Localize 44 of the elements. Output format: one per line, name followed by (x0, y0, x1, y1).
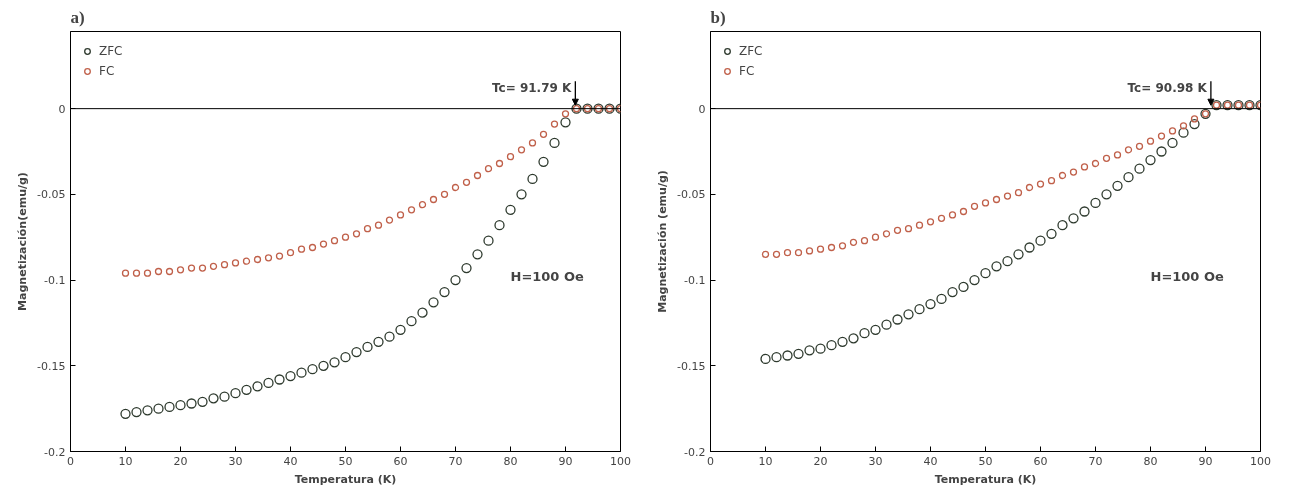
x-tick-label: 40 (923, 454, 938, 468)
x-tick-label: 20 (173, 454, 188, 468)
x-tick-label: 70 (448, 454, 463, 468)
x-tick-label: 100 (1250, 454, 1271, 468)
x-axis-title: Temperatura (K) (294, 472, 397, 486)
y-tick-label: -0.05 (37, 188, 66, 202)
x-tick-label: 40 (283, 454, 298, 468)
x-tick-label: 90 (558, 454, 573, 468)
x-tick-label: 100 (610, 454, 631, 468)
annotation: Tc= 91.79 K (491, 80, 573, 95)
y-tick-label: 0 (58, 102, 66, 116)
x-axis-title: Temperatura (K) (934, 472, 1037, 486)
legend-label: FC (99, 64, 116, 78)
y-tick-label: -0.15 (37, 359, 66, 373)
y-tick-label: -0.2 (44, 445, 66, 459)
annotation: H=100 Oe (1150, 268, 1224, 284)
y-axis-title: Magnetización (emu/g) (656, 170, 670, 313)
chart-title: a) (70, 7, 85, 27)
y-tick-label: -0.15 (677, 359, 706, 373)
x-tick-label: 80 (503, 454, 518, 468)
y-tick-label: -0.1 (44, 274, 66, 288)
chart-title: b) (710, 7, 726, 27)
annotation: Tc= 90.98 K (1127, 80, 1208, 95)
legend-label: FC (739, 64, 756, 78)
y-axis-title: Magnetización(emu/g) (16, 172, 30, 311)
x-tick-label: 90 (1198, 454, 1213, 468)
legend-label: ZFC (99, 44, 123, 58)
y-tick-label: -0.2 (684, 445, 706, 459)
x-tick-label: 70 (1088, 454, 1103, 468)
y-tick-label: -0.05 (677, 188, 706, 202)
x-tick-label: 30 (868, 454, 883, 468)
x-tick-label: 30 (228, 454, 243, 468)
x-tick-label: 60 (393, 454, 408, 468)
y-tick-label: -0.1 (684, 274, 706, 288)
x-tick-label: 50 (978, 454, 993, 468)
x-tick-label: 10 (758, 454, 773, 468)
annotation: H=100 Oe (510, 268, 584, 284)
x-tick-label: 20 (813, 454, 828, 468)
x-tick-label: 80 (1143, 454, 1158, 468)
y-tick-label: 0 (698, 102, 706, 116)
x-tick-label: 10 (118, 454, 133, 468)
legend-label: ZFC (739, 44, 763, 58)
x-tick-label: 60 (1033, 454, 1048, 468)
x-tick-label: 50 (338, 454, 353, 468)
